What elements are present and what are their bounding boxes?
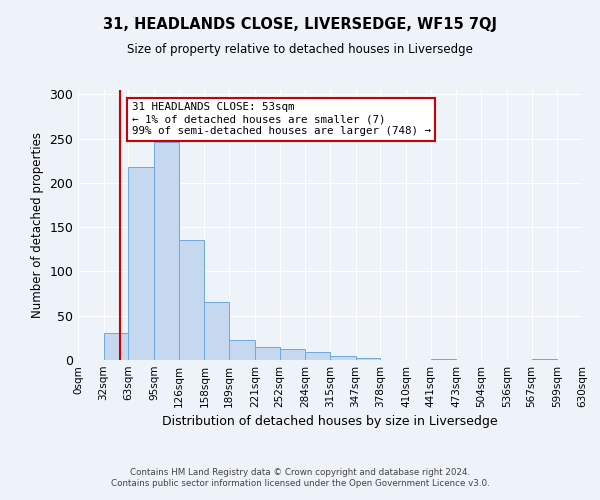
Bar [229,340,255,360]
Bar [356,358,380,360]
Text: Contains HM Land Registry data © Crown copyright and database right 2024.
Contai: Contains HM Land Registry data © Crown c… [110,468,490,487]
Bar [305,352,330,360]
Bar [532,359,557,360]
Bar [255,346,280,360]
Text: Size of property relative to detached houses in Liversedge: Size of property relative to detached ho… [127,42,473,56]
Bar [179,240,205,360]
Bar [330,356,356,360]
Bar [431,359,457,360]
Bar [154,142,179,360]
Bar [280,350,305,360]
X-axis label: Distribution of detached houses by size in Liversedge: Distribution of detached houses by size … [162,416,498,428]
Bar [205,302,229,360]
Y-axis label: Number of detached properties: Number of detached properties [31,132,44,318]
Bar [128,167,154,360]
Bar [104,334,128,360]
Text: 31 HEADLANDS CLOSE: 53sqm
← 1% of detached houses are smaller (7)
99% of semi-de: 31 HEADLANDS CLOSE: 53sqm ← 1% of detach… [131,102,431,136]
Text: 31, HEADLANDS CLOSE, LIVERSEDGE, WF15 7QJ: 31, HEADLANDS CLOSE, LIVERSEDGE, WF15 7Q… [103,18,497,32]
